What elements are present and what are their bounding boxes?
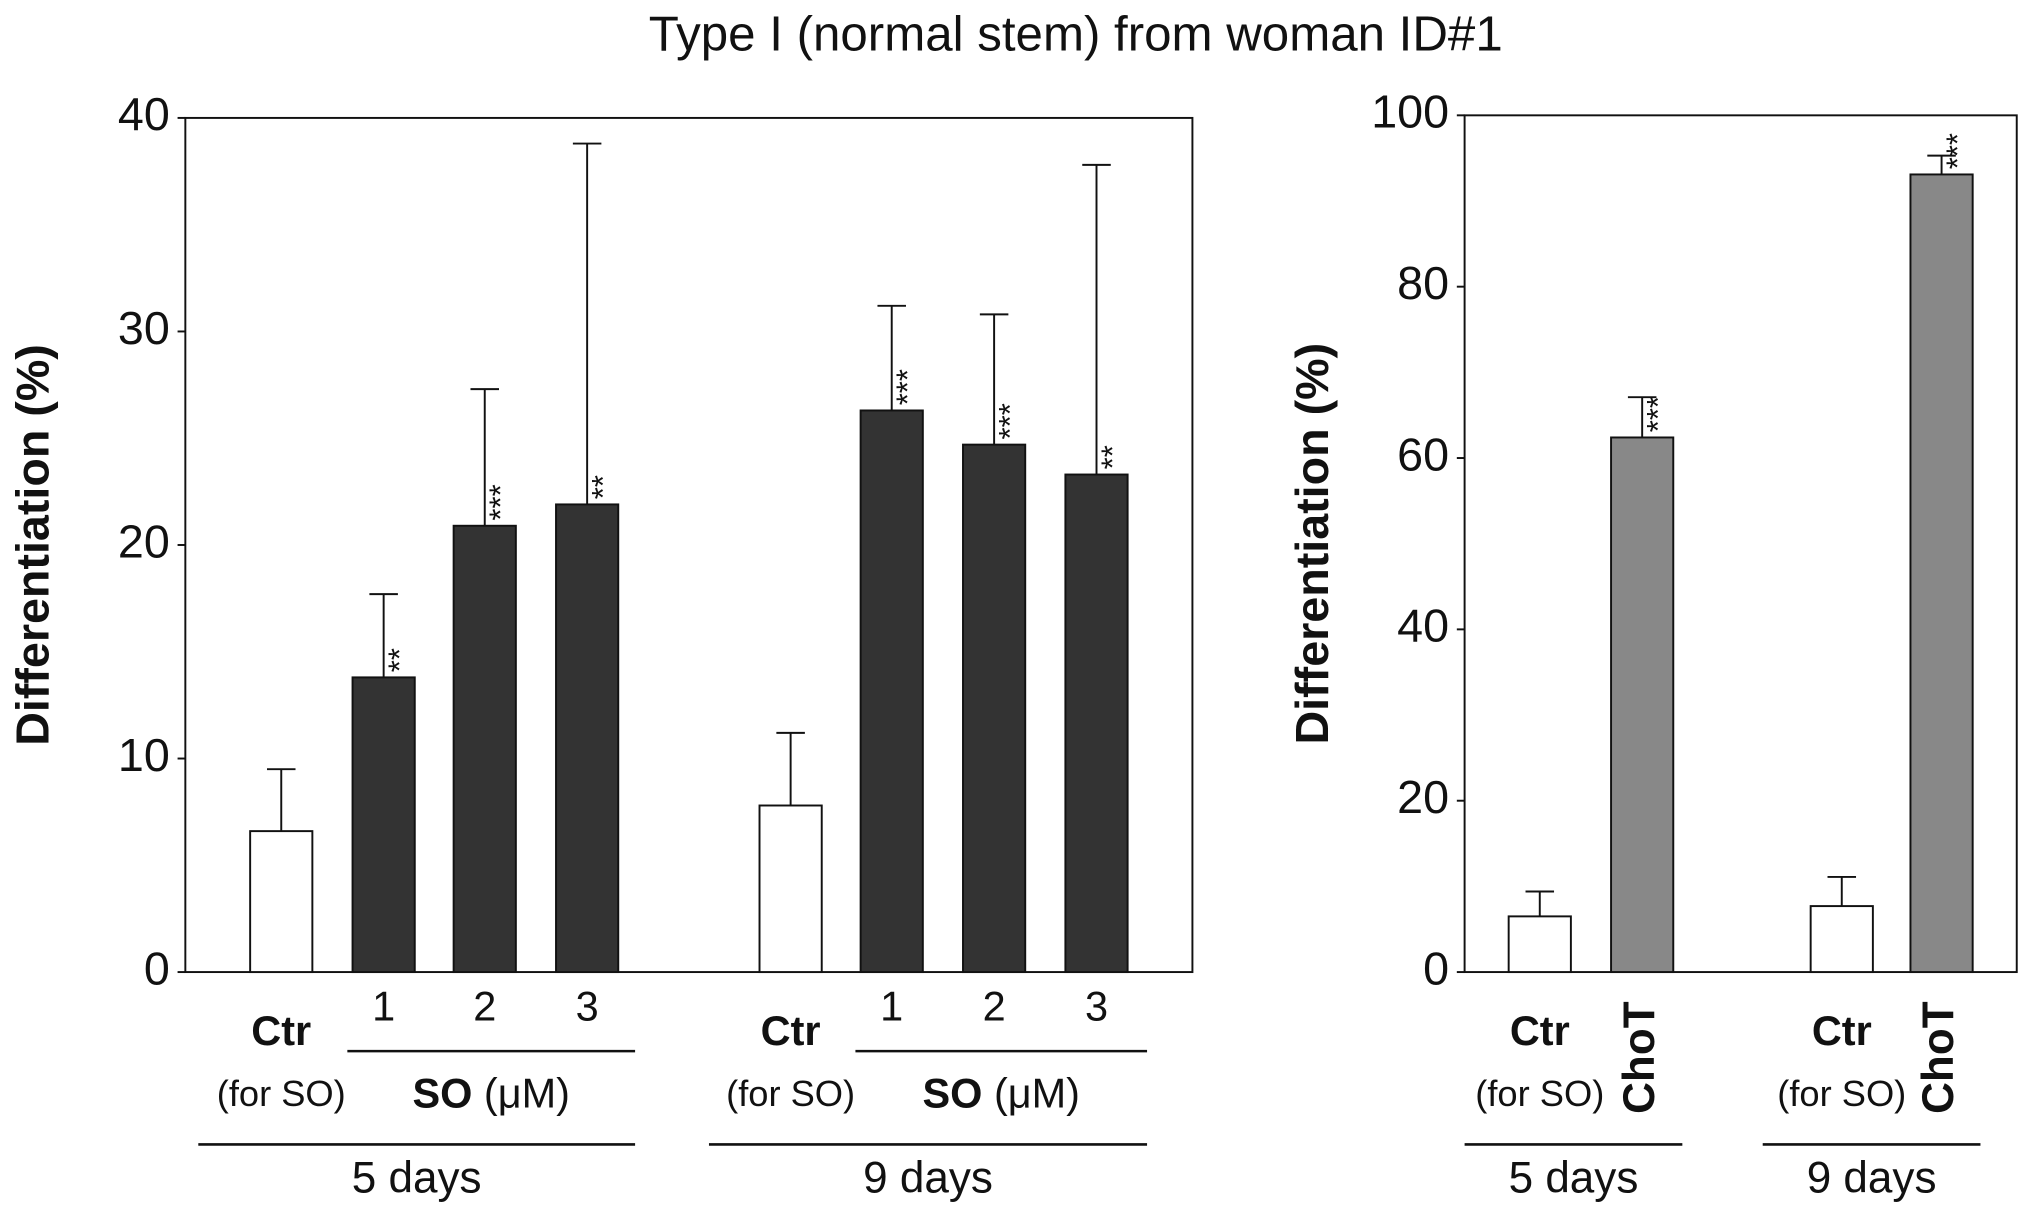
bar xyxy=(1809,905,1874,974)
y-tick-label: 10 xyxy=(118,729,170,781)
bar xyxy=(452,524,517,974)
bar xyxy=(859,409,924,974)
bar xyxy=(351,676,416,974)
bar xyxy=(1909,173,1974,974)
y-tick-label: 40 xyxy=(118,88,170,140)
bar xyxy=(1610,436,1675,974)
category-label: 1 xyxy=(880,983,903,1030)
significance-label: *** xyxy=(483,484,518,520)
y-tick-label: 30 xyxy=(118,302,170,354)
significance-label: *** xyxy=(1641,396,1676,432)
y-tick-label: 0 xyxy=(144,942,170,994)
bar xyxy=(758,804,823,974)
bar xyxy=(555,503,620,974)
category-label: ChoT xyxy=(1615,1001,1664,1114)
bar xyxy=(249,830,314,974)
plot-frame xyxy=(184,116,1194,974)
bar xyxy=(1507,915,1572,974)
category-label: 2 xyxy=(983,983,1006,1030)
y-axis-label: Differentiation (%) xyxy=(1286,343,1338,745)
significance-label: *** xyxy=(890,369,925,405)
category-label: ChoT xyxy=(1914,1001,1963,1114)
treatment-unit: (μM) xyxy=(484,1069,570,1116)
category-label: Ctr xyxy=(1510,1007,1570,1054)
category-label: Ctr xyxy=(251,1007,311,1054)
category-label: 3 xyxy=(576,983,599,1030)
treatment-unit: (μM) xyxy=(994,1069,1080,1116)
y-tick-label: 20 xyxy=(1397,771,1449,823)
control-note: (for SO) xyxy=(1475,1073,1604,1114)
control-note: (for SO) xyxy=(217,1073,346,1114)
treatment-name: SO xyxy=(922,1069,982,1116)
significance-label: *** xyxy=(992,403,1027,439)
y-tick-label: 80 xyxy=(1397,257,1449,309)
category-label: 1 xyxy=(372,983,395,1030)
plot-frame xyxy=(1463,114,2018,974)
group-label: 5 days xyxy=(352,1153,482,1202)
treatment-label: SO (μM) xyxy=(922,1069,1080,1116)
figure-title: Type I (normal stem) from woman ID#1 xyxy=(649,7,1503,62)
y-axis-label: Differentiation (%) xyxy=(7,344,59,746)
y-tick-label: 100 xyxy=(1371,86,1449,138)
significance-label: ** xyxy=(586,475,621,499)
group-label: 9 days xyxy=(1807,1153,1937,1202)
category-label: Ctr xyxy=(1812,1007,1872,1054)
treatment-name: SO xyxy=(412,1069,472,1116)
category-label: Ctr xyxy=(761,1007,821,1054)
significance-label: ** xyxy=(1095,445,1130,469)
category-label: 3 xyxy=(1085,983,1108,1030)
bar xyxy=(1064,473,1129,974)
category-label: 2 xyxy=(473,983,496,1030)
y-tick-label: 0 xyxy=(1423,942,1449,994)
treatment-label: SO (μM) xyxy=(412,1069,570,1116)
y-tick-label: 40 xyxy=(1397,600,1449,652)
y-tick-label: 20 xyxy=(118,515,170,567)
bar xyxy=(962,443,1027,974)
significance-label: ** xyxy=(382,648,417,672)
control-note: (for SO) xyxy=(1777,1073,1906,1114)
significance-label: *** xyxy=(1940,133,1975,169)
group-label: 5 days xyxy=(1509,1153,1639,1202)
y-tick-label: 60 xyxy=(1397,428,1449,480)
control-note: (for SO) xyxy=(726,1073,855,1114)
group-label: 9 days xyxy=(863,1153,993,1202)
